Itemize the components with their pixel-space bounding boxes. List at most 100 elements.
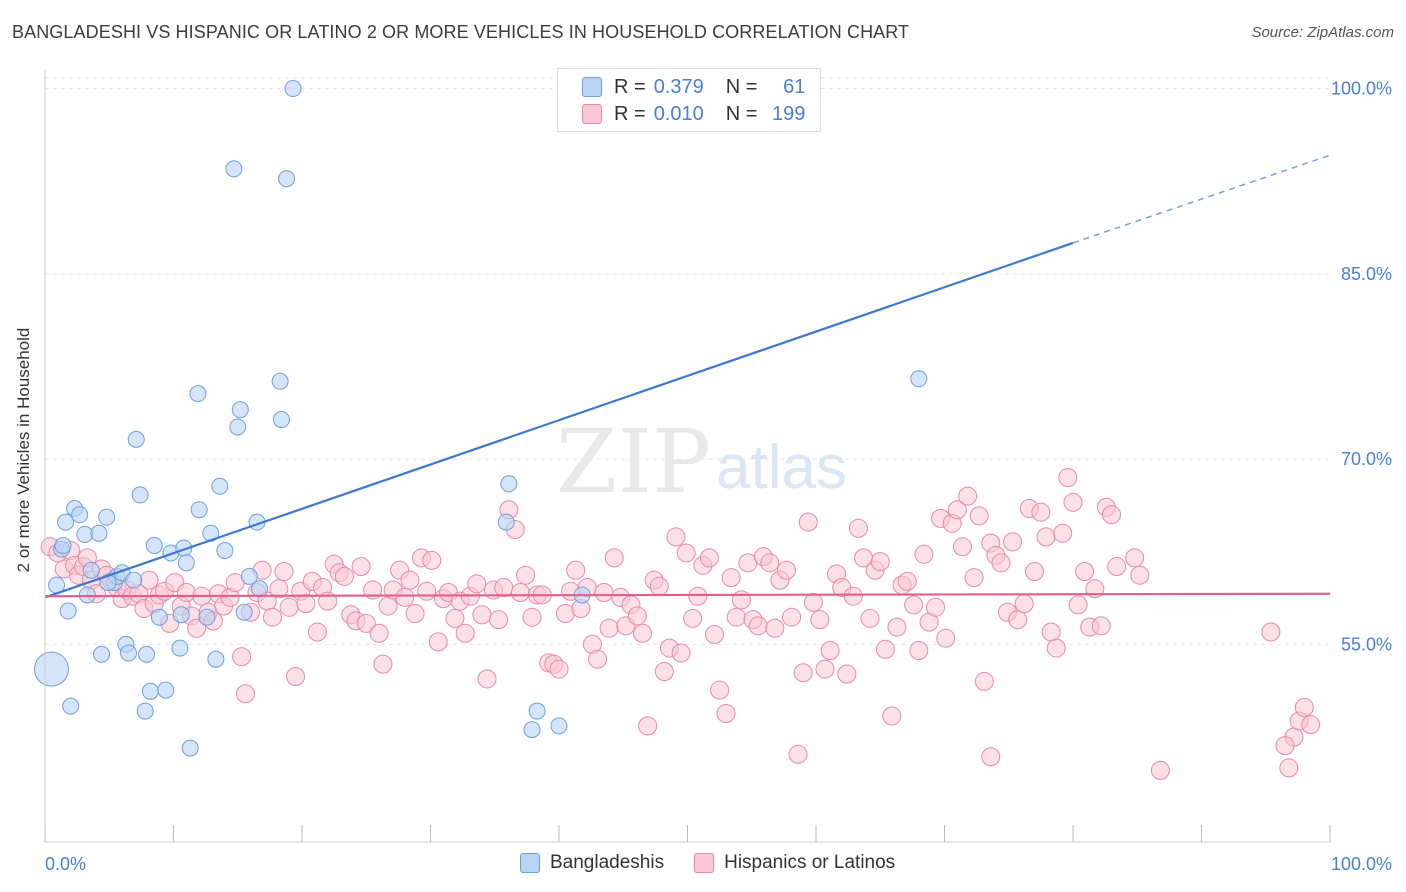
hispanic-point	[760, 553, 780, 573]
bangladeshi-point	[528, 702, 546, 720]
hispanic-point	[671, 643, 691, 663]
bangladeshi-trend-extension	[1072, 154, 1331, 244]
hispanic-point	[510, 582, 530, 602]
bangladeshi-point	[141, 682, 159, 700]
legend-r-label: R =	[614, 102, 646, 125]
hispanic-point	[1279, 758, 1299, 778]
legend-item-hispanics: Hispanics or Latinos	[694, 852, 895, 874]
hispanic-point	[351, 557, 371, 577]
hispanic-point	[1003, 532, 1023, 552]
hispanic-point	[1053, 523, 1073, 543]
hispanic-point	[837, 664, 857, 684]
hispanic-point	[699, 548, 719, 568]
correlation-legend: R = 0.379 N = 61 R = 0.010 N = 199	[557, 68, 821, 132]
legend-swatch-blue	[520, 853, 540, 873]
x-tick-label: 100.0%	[1331, 854, 1392, 874]
bangladeshi-point	[284, 80, 302, 98]
legend-r-label: R =	[614, 75, 646, 98]
hispanic-point	[417, 581, 437, 601]
bangladeshi-point	[189, 385, 207, 403]
hispanic-point	[1125, 548, 1145, 568]
bangladeshi-point	[57, 513, 75, 531]
hispanic-point	[395, 587, 415, 607]
bangladeshi-point	[211, 477, 229, 495]
axes: 55.0% 70.0% 85.0% 100.0% 0.0% 100.0%	[44, 70, 1392, 874]
hispanic-point	[1150, 760, 1170, 780]
bangladeshi-point	[171, 639, 189, 657]
hispanic-point	[748, 616, 768, 636]
hispanic-point	[947, 500, 967, 520]
bangladeshi-points	[33, 80, 928, 757]
hispanic-point	[914, 544, 934, 564]
bangladeshi-point	[216, 541, 234, 559]
hispanic-point	[274, 561, 294, 581]
hispanic-point	[1014, 594, 1034, 614]
hispanic-point	[798, 512, 818, 532]
hispanic-point	[991, 553, 1011, 573]
bangladeshi-point	[500, 475, 518, 493]
hispanic-point	[936, 628, 956, 648]
bangladeshi-point	[157, 681, 175, 699]
hispanic-points	[40, 468, 1321, 780]
legend-n-label: N =	[725, 75, 758, 98]
hispanic-point	[594, 582, 614, 602]
hispanic-point	[1075, 561, 1095, 581]
x-tick-label: 0.0%	[45, 854, 86, 874]
hispanic-point	[820, 641, 840, 661]
hispanic-point	[710, 680, 730, 700]
hispanic-point	[875, 639, 895, 659]
hispanic-point	[232, 647, 252, 667]
y-axis-label: 2 or more Vehicles in Household	[14, 327, 33, 573]
hispanic-point	[788, 744, 808, 764]
watermark-atlas: atlas	[716, 433, 847, 502]
hispanic-point	[810, 610, 830, 630]
hispanic-point	[952, 537, 972, 557]
y-tick-label: 100.0%	[1331, 79, 1392, 99]
bangladeshi-point	[127, 430, 145, 448]
bangladeshi-point	[82, 561, 100, 579]
bangladeshi-point	[240, 567, 258, 585]
hispanic-point	[964, 568, 984, 588]
bangladeshi-point	[131, 486, 149, 504]
legend-n-label: N =	[725, 102, 758, 125]
bangladeshi-point	[150, 608, 168, 626]
hispanic-point	[721, 568, 741, 588]
hispanic-point	[1130, 565, 1150, 585]
hispanic-point	[848, 518, 868, 538]
hispanic-point	[604, 548, 624, 568]
bangladeshi-point	[497, 513, 515, 531]
bangladeshi-point	[251, 580, 269, 598]
trend-lines	[44, 154, 1331, 599]
hispanic-point	[904, 595, 924, 615]
bangladeshi-point	[910, 370, 928, 388]
bangladeshi-point	[190, 501, 208, 519]
source-label: Source: ZipAtlas.com	[1251, 24, 1394, 41]
y-tick-label: 85.0%	[1341, 264, 1392, 284]
hispanic-point	[726, 607, 746, 627]
hispanic-point	[378, 596, 398, 616]
hispanic-point	[1041, 622, 1061, 642]
hispanic-point	[926, 597, 946, 617]
hispanic-point	[1261, 622, 1281, 642]
hispanic-point	[843, 586, 863, 606]
hispanic-point	[676, 543, 696, 563]
hispanic-point	[887, 617, 907, 637]
hispanic-point	[627, 606, 647, 626]
bangladeshi-point	[225, 160, 243, 178]
bangladeshi-point	[272, 411, 290, 429]
bangladeshi-point	[177, 554, 195, 572]
legend-item-bangladeshis: Bangladeshis	[520, 852, 664, 874]
hispanic-point	[731, 590, 751, 610]
hispanic-point	[1102, 505, 1122, 525]
bangladeshi-point	[198, 608, 216, 626]
hispanic-point	[638, 716, 658, 736]
bangladeshi-point	[78, 586, 96, 604]
hispanic-point	[405, 603, 425, 623]
hispanic-point	[909, 641, 929, 661]
hispanic-point	[400, 570, 420, 590]
hispanic-point	[654, 662, 674, 682]
hispanic-point	[566, 560, 586, 580]
hispanic-point	[704, 624, 724, 644]
hispanic-point	[1046, 638, 1066, 658]
hispanic-point	[1091, 616, 1111, 636]
